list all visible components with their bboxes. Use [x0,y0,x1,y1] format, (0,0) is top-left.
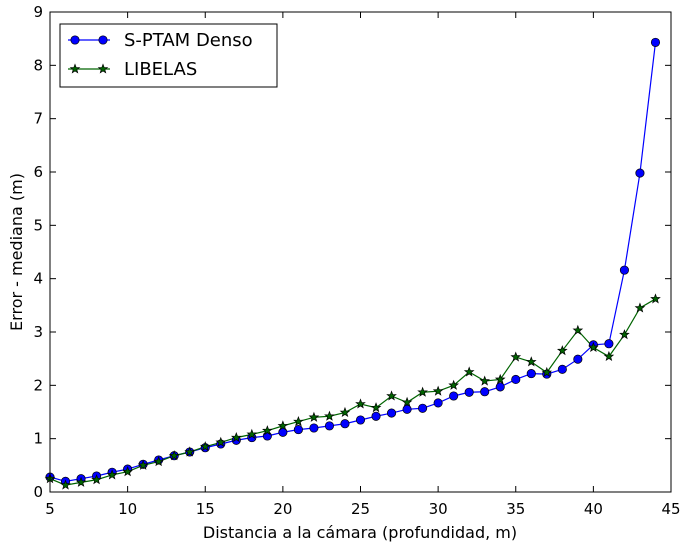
data-point-s2 [262,425,273,436]
data-point-s2 [339,406,351,418]
data-point-s2 [510,351,522,362]
x-tick-label: 15 [196,500,215,518]
data-point-s1 [262,431,272,441]
y-tick-label: 8 [33,56,43,74]
y-tick-label: 3 [33,323,43,341]
data-point-s2 [122,466,133,477]
y-tick-label: 5 [33,216,43,234]
data-point-s1 [464,387,474,397]
data-point-s2 [91,474,102,485]
data-point-s1 [511,374,521,385]
x-tick-label: 35 [506,500,525,518]
y-tick-label: 0 [33,483,43,501]
data-point-s2 [277,420,289,431]
data-point-s1 [371,411,381,421]
legend-label-1: S-PTAM Denso [124,30,253,51]
data-point-s1 [495,382,505,392]
x-tick-label: 25 [351,500,370,518]
data-point-s2 [479,375,491,386]
data-point-s1 [386,408,397,418]
data-point-s2 [634,302,646,313]
data-point-s2 [588,341,599,353]
y-tick-label: 4 [33,270,43,288]
data-point-s2 [168,450,180,461]
data-point-s2 [417,386,428,397]
data-point-s2 [432,385,444,396]
data-point-s2 [448,379,459,390]
data-point-s2 [153,455,165,467]
data-point-s2 [603,350,615,362]
data-point-s2 [324,410,335,421]
data-point-s2 [386,390,397,401]
data-point-s2 [650,293,661,304]
data-point-s1 [324,421,334,431]
x-tick-label: 30 [429,500,448,518]
data-point-s1 [418,403,428,413]
x-tick-label: 20 [273,500,292,518]
data-point-s2 [619,329,630,340]
legend-marker-2 [97,63,109,74]
data-point-s2 [463,366,475,377]
data-point-s1 [340,419,350,429]
data-point-s1 [635,168,645,178]
data-point-s1 [480,387,490,397]
legend-marker-2 [69,63,81,74]
data-point-s2 [246,428,258,439]
y-tick-label: 7 [33,110,43,128]
data-point-s2 [60,479,71,490]
data-point-s2 [556,345,568,356]
legend-marker-1 [98,35,108,45]
legend-box [59,23,278,88]
data-point-s1 [604,339,614,349]
plot-area [44,37,661,490]
data-point-s2 [355,398,366,409]
data-point-s2 [370,402,382,413]
data-point-s1 [619,265,629,275]
data-point-s2 [541,366,553,378]
x-tick-label: 5 [45,500,55,518]
data-point-s2 [199,441,211,452]
data-point-s1 [650,37,661,47]
x-axis-label: Distancia a la cámara (profundidad, m) [203,523,517,542]
data-point-s1 [526,369,536,379]
series-line-2 [49,298,656,486]
y-axis-label: Error - mediana (m) [7,173,26,331]
data-point-s1 [433,398,443,408]
data-point-s1 [402,404,412,414]
data-point-s2 [572,324,584,335]
data-point-s2 [401,396,413,407]
data-point-s2 [75,476,87,487]
data-point-s1 [293,425,303,435]
series-line-1 [49,42,657,482]
data-point-s1 [573,354,583,364]
y-tick-label: 9 [33,3,43,21]
data-point-s2 [106,469,118,480]
y-tick-label: 1 [33,430,43,448]
y-tick-label: 6 [33,163,43,181]
legend: S-PTAM Denso LIBELAS [59,23,278,88]
data-point-s1 [309,423,319,433]
x-tick-label: 45 [661,500,680,518]
data-point-s2 [184,446,196,457]
data-point-s2 [525,356,537,367]
data-point-s2 [230,432,242,443]
legend-label-2: LIBELAS [124,59,197,80]
x-tick-label: 40 [584,500,603,518]
data-point-s1 [355,415,366,425]
data-point-s2 [137,459,149,470]
data-point-s1 [557,364,567,374]
x-tick-label: 10 [118,500,137,518]
data-point-s1 [449,391,459,401]
data-point-s2 [215,436,227,447]
legend-marker-1 [70,35,80,45]
y-tick-label: 2 [33,376,43,394]
data-point-s2 [293,416,304,427]
data-point-s2 [308,411,320,422]
data-point-s2 [494,373,506,385]
